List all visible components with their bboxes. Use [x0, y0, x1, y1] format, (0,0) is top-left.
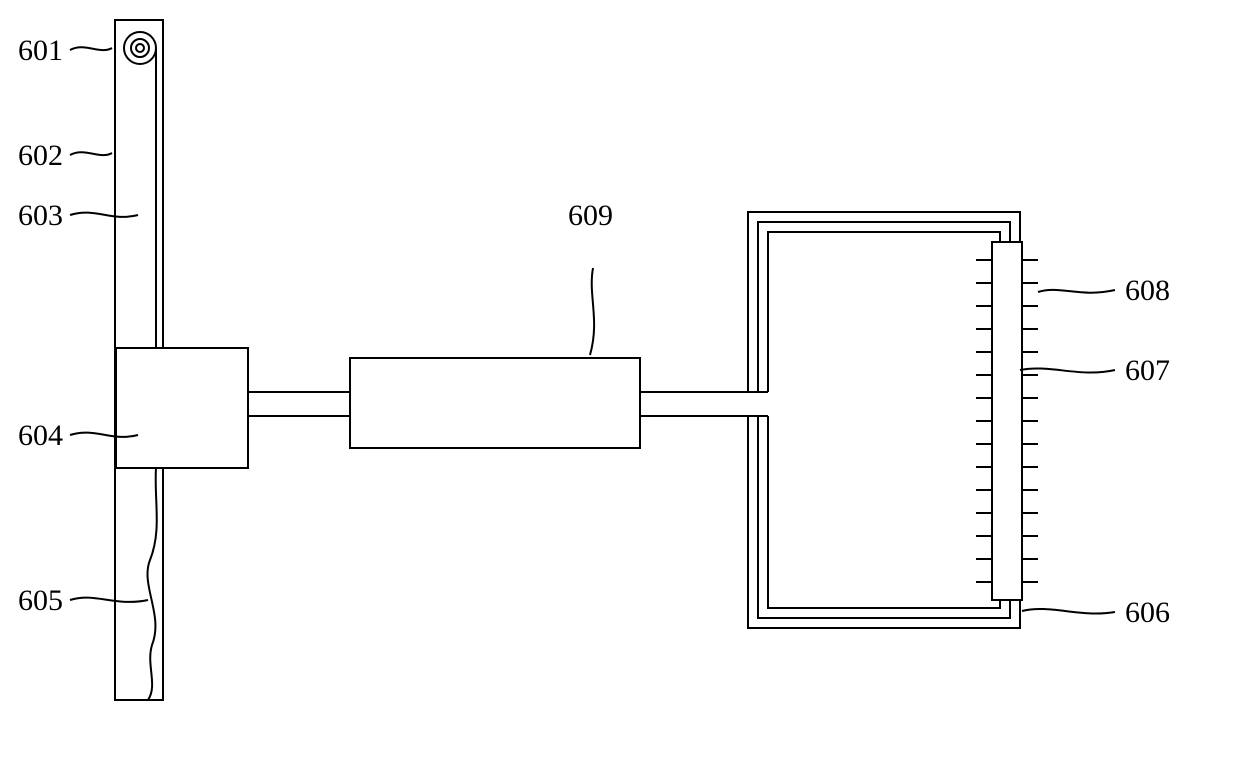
leader-601: [70, 47, 112, 50]
trolley-box: [116, 348, 248, 468]
label-602: 602: [18, 139, 63, 172]
leader-602: [70, 152, 112, 155]
center-box: [350, 358, 640, 448]
housing-gap-mask: [746, 393, 752, 415]
label-601: 601: [18, 34, 63, 67]
leader-607: [1020, 368, 1115, 372]
label-605: 605: [18, 584, 63, 617]
inner-u-gap-mask: [756, 393, 772, 415]
roller-body: [992, 242, 1022, 600]
label-604: 604: [18, 419, 63, 452]
label-603: 603: [18, 199, 63, 232]
leader-609: [590, 268, 594, 355]
label-609: 609: [568, 199, 613, 232]
label-608: 608: [1125, 274, 1170, 307]
label-606: 606: [1125, 596, 1170, 629]
leader-608: [1038, 290, 1115, 293]
leader-606: [1022, 609, 1115, 614]
label-607: 607: [1125, 354, 1170, 387]
pulley-inner: [136, 44, 144, 52]
